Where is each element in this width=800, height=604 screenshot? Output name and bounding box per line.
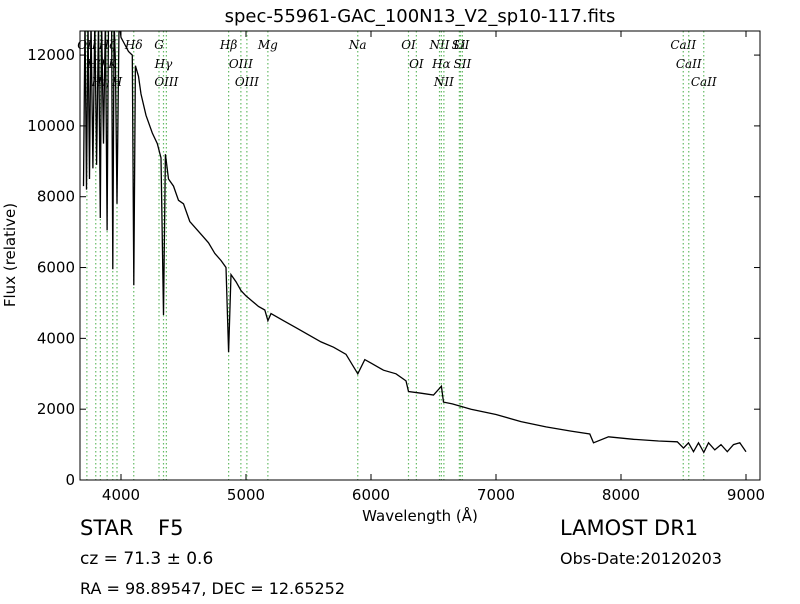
- x-tick-label: 4000: [102, 486, 140, 504]
- y-tick-label: 10000: [27, 117, 75, 135]
- spectral-line-label: G: [154, 38, 164, 52]
- spectral-line-label: SII: [454, 57, 472, 71]
- spectral-line-label: OI: [401, 38, 416, 52]
- object-class: STAR: [80, 516, 133, 540]
- spectral-line-label: Hβ: [219, 38, 237, 52]
- spectral-line-label: CaII: [670, 38, 696, 52]
- x-tick-label: 5000: [227, 486, 265, 504]
- x-tick-label: 6000: [352, 486, 390, 504]
- redshift: cz = 71.3 ± 0.6: [80, 549, 213, 569]
- chart-title: spec-55961-GAC_100N13_V2_sp10-117.fits: [225, 6, 616, 27]
- y-tick-label: 8000: [37, 188, 75, 206]
- spectral-line-label: NII: [429, 38, 450, 52]
- spectral-line-label: Hγ: [154, 57, 173, 71]
- plot-frame: [79, 30, 761, 481]
- spectral-line-label: OIII: [229, 57, 253, 71]
- spectrum-line: [82, 31, 747, 454]
- spectral-line-label: SII: [452, 38, 470, 52]
- x-tick-label: 8000: [602, 486, 640, 504]
- spectral-line-label: K: [107, 57, 118, 71]
- x-tick-label: 9000: [727, 486, 765, 504]
- spectral-line-label: Hα: [431, 57, 451, 71]
- y-tick-label: 4000: [37, 329, 75, 347]
- spectral-line-label: CaII: [676, 57, 702, 71]
- x-tick-label: 7000: [477, 486, 515, 504]
- y-axis-label: Flux (relative): [1, 203, 19, 307]
- y-tick-label: 2000: [37, 400, 75, 418]
- spectral-line-label: OIII: [235, 75, 259, 89]
- y-tick-label: 12000: [27, 46, 75, 64]
- spectral-line-label: NII: [433, 75, 454, 89]
- spectral-line-label: Hδ: [124, 38, 143, 52]
- spectral-line-label: Na: [348, 38, 367, 52]
- spectral-line-label: OI: [409, 57, 424, 71]
- coordinates: RA = 98.89547, DEC = 12.65252: [80, 579, 345, 598]
- spectral-line-label: OIII: [154, 75, 178, 89]
- spectral-line-label: CaII: [691, 75, 717, 89]
- survey: LAMOST DR1: [560, 516, 698, 540]
- y-tick-label: 0: [65, 471, 75, 489]
- obs-date: Obs-Date:20120203: [560, 549, 722, 568]
- subclass: F5: [158, 516, 183, 540]
- y-tick-label: 6000: [37, 259, 75, 277]
- spectral-line-label: Mg: [257, 38, 278, 52]
- x-axis-label: Wavelength (Å): [362, 506, 478, 525]
